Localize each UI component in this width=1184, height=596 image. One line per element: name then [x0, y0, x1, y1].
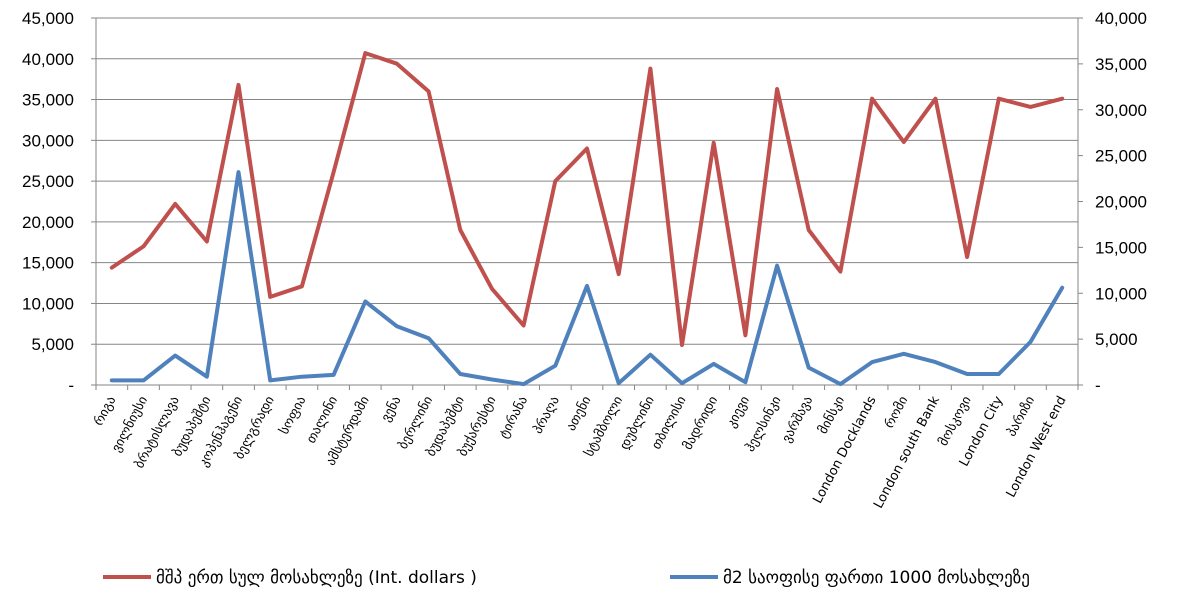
series-line-2 [109, 170, 1065, 387]
left-tick-label: - [68, 376, 74, 395]
series-line-1 [109, 51, 1065, 347]
left-tick-label: 45,000 [22, 9, 74, 28]
right-tick-label: 35,000 [1095, 55, 1147, 74]
left-tick-label: 5,000 [31, 335, 74, 354]
category-label: ვენა [379, 394, 405, 425]
right-tick-label: 15,000 [1095, 238, 1147, 257]
category-label: მინსკი [816, 394, 848, 437]
category-label: კიევი [724, 394, 753, 431]
left-tick-label: 40,000 [22, 50, 74, 69]
category-labels: რიგავილნიუსიბრატისლავაბუდაპეშტიკოპენჰაგე… [91, 393, 1069, 511]
left-axis-ticks: - 5,000 10,000 15,000 20,000 25,000 30,000 35,0… [22, 9, 96, 395]
left-tick-label: 35,000 [22, 91, 74, 110]
category-label: London Docklands [810, 394, 879, 507]
legend-label-2: მ2 საოფისე ფართი 1000 მოსახლეზე [723, 568, 1030, 588]
category-label: სოფია [277, 394, 310, 437]
right-tick-label: 10,000 [1095, 284, 1147, 303]
right-tick-label: - [1095, 376, 1101, 395]
legend-label-1: მშპ ერთ სულ მოსახლეზე (Int. dollars ) [156, 568, 477, 588]
category-label: ტირანა [497, 394, 532, 441]
right-axis-ticks: - 5,000 10,000 15,000 20,000 25,000 30,000 35,0… [1078, 9, 1147, 395]
category-label: ვარშავა [779, 394, 816, 445]
right-tick-label: 25,000 [1095, 147, 1147, 166]
category-label: რიგა [91, 394, 119, 429]
right-tick-label: 5,000 [1095, 330, 1138, 349]
left-tick-label: 25,000 [22, 172, 74, 191]
category-label: რომი [882, 394, 911, 431]
category-label: London south Bank [871, 393, 943, 511]
legend: მშპ ერთ სულ მოსახლეზე (Int. dollars ) მ2 … [103, 568, 1030, 588]
left-tick-label: 10,000 [22, 294, 74, 313]
category-label: London West end [1004, 394, 1070, 500]
right-tick-label: 20,000 [1095, 193, 1147, 212]
category-label: პრაღა [531, 394, 563, 437]
right-tick-label: 30,000 [1095, 101, 1147, 120]
left-tick-label: 30,000 [22, 131, 74, 150]
left-tick-label: 15,000 [22, 254, 74, 273]
series-lines [109, 51, 1065, 387]
right-tick-label: 40,000 [1095, 9, 1147, 28]
category-label: ათენი [564, 394, 595, 434]
left-tick-label: 20,000 [22, 213, 74, 232]
category-label: პარიზი [1004, 394, 1038, 440]
